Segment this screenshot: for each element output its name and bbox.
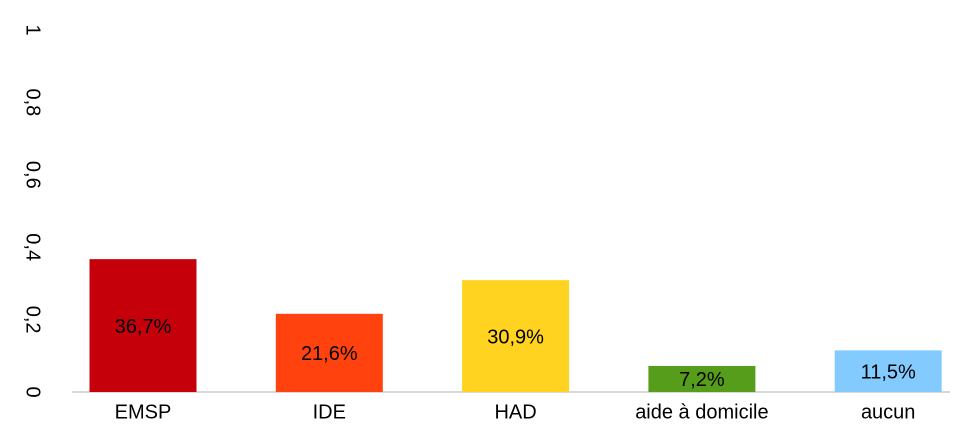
data-label: 11,5%	[861, 361, 916, 383]
bar	[648, 365, 756, 392]
x-tick-label: HAD	[494, 401, 536, 423]
y-tick-label: 1	[22, 24, 44, 35]
bar	[462, 280, 570, 392]
data-label: 21,6%	[301, 343, 358, 365]
y-tick-label: 0,6	[22, 161, 44, 189]
x-tick-label: aide à domicile	[635, 401, 768, 423]
bar	[89, 259, 197, 392]
bar	[275, 313, 383, 392]
y-tick-label: 0,8	[22, 88, 44, 116]
y-tick-label: 0,4	[22, 233, 44, 261]
x-tick-label: EMSP	[115, 401, 172, 423]
data-label: 36,7%	[115, 316, 172, 338]
y-tick-label: 0	[22, 386, 44, 397]
data-label: 30,9%	[487, 326, 544, 348]
data-label: 7,2%	[679, 369, 725, 391]
x-tick-label: IDE	[313, 401, 346, 423]
y-tick-label: 0,2	[22, 306, 44, 334]
bar	[834, 350, 942, 392]
x-tick-label: aucun	[861, 401, 916, 423]
